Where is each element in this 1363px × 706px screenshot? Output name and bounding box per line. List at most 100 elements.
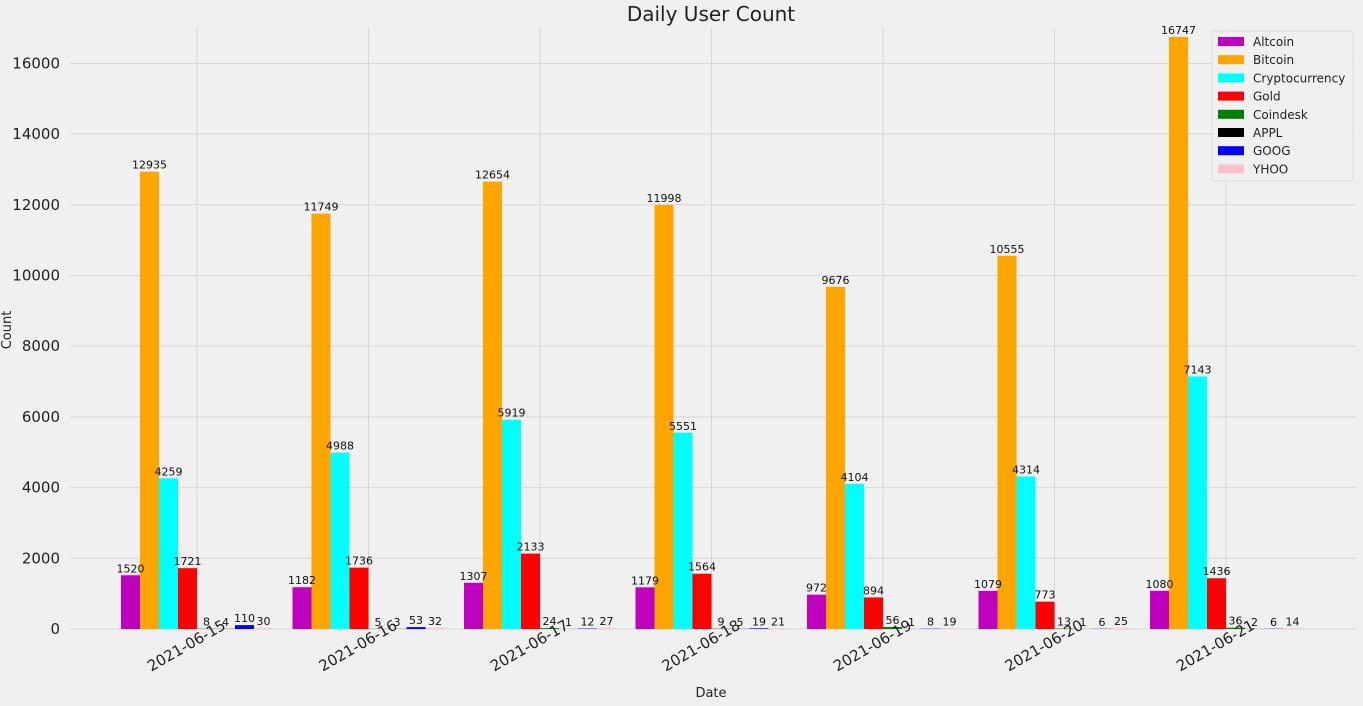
legend-label-altcoin: Altcoin	[1253, 35, 1294, 49]
bar-value-label: 4314	[1012, 463, 1040, 476]
bar-bitcoin	[140, 171, 159, 629]
legend-label-bitcoin: Bitcoin	[1253, 53, 1294, 67]
legend-box	[1211, 30, 1354, 182]
legend-label-appl: APPL	[1253, 126, 1283, 140]
legend-swatch-altcoin	[1218, 37, 1244, 46]
bar-value-label: 1307	[460, 570, 488, 583]
bar-yhoo	[425, 627, 445, 629]
bar-value-label: 4	[222, 616, 229, 629]
bar-cryptocurrency	[502, 419, 521, 629]
bar-altcoin	[807, 594, 826, 629]
bar-value-label: 2	[1251, 616, 1258, 629]
bar-coindesk	[1226, 627, 1245, 629]
bar-bitcoin	[483, 181, 502, 630]
bar-value-label: 30	[257, 615, 271, 628]
bar-value-label: 11749	[304, 201, 339, 214]
bar-cryptocurrency	[330, 452, 350, 629]
bar-value-label: 4988	[326, 440, 354, 453]
bar-goog	[749, 628, 769, 629]
grid	[70, 28, 1355, 630]
y-tick-label: 10000	[12, 266, 60, 284]
legend-label-gold: Gold	[1253, 90, 1281, 104]
bar-value-label: 32	[428, 615, 442, 628]
bar-yhoo	[254, 627, 273, 629]
legend-swatch-yhoo	[1218, 164, 1244, 174]
bar-value-label: 12654	[475, 169, 510, 182]
bar-bitcoin	[654, 204, 674, 629]
legend-swatch-goog	[1218, 146, 1244, 156]
bar-value-label: 53	[409, 614, 423, 627]
bar-bitcoin	[1169, 36, 1188, 630]
bar-goog	[406, 627, 426, 629]
bar-value-label: 110	[234, 612, 255, 625]
legend-label-goog: GOOG	[1253, 144, 1291, 158]
bar-value-label: 1	[908, 616, 915, 629]
y-tick-label: 12000	[12, 196, 60, 214]
bar-value-label: 4104	[841, 471, 869, 484]
bar-value-label: 2133	[517, 541, 545, 554]
bar-value-label: 8	[927, 616, 934, 629]
bar-cryptocurrency	[1016, 476, 1036, 629]
bar-altcoin	[292, 587, 312, 629]
legend-swatch-gold	[1218, 91, 1244, 101]
bar-value-label: 6	[1270, 616, 1277, 629]
legend-swatch-bitcoin	[1218, 55, 1244, 65]
bar-value-label: 1721	[174, 555, 202, 568]
bar-altcoin	[1150, 590, 1169, 629]
bar-value-label: 12935	[132, 159, 167, 172]
bar-coindesk	[883, 627, 902, 629]
bar-altcoin	[978, 590, 998, 629]
y-tick-label: 2000	[22, 549, 60, 567]
bar-value-label: 1079	[974, 578, 1002, 591]
legend-swatch-coindesk	[1218, 109, 1244, 119]
y-tick-label: 0	[50, 620, 60, 638]
y-tick-label: 4000	[22, 479, 60, 497]
bar-gold	[1035, 601, 1055, 629]
bar-value-label: 11998	[647, 192, 682, 205]
bar-value-label: 16747	[1161, 24, 1196, 37]
bar-value-label: 13	[1057, 616, 1071, 629]
bar-gold	[692, 573, 712, 629]
bar-value-label: 9676	[822, 274, 850, 287]
bar-value-label: 36	[1229, 615, 1243, 628]
bar-value-label: 1520	[117, 562, 145, 575]
bar-cryptocurrency	[159, 478, 178, 629]
bar-value-label: 5551	[669, 420, 697, 433]
bar-value-label: 56	[886, 614, 900, 627]
bar-gold	[1207, 578, 1226, 629]
bar-value-label: 6	[1099, 616, 1106, 629]
bar-value-label: 3	[394, 616, 401, 629]
bar-goog	[235, 625, 254, 629]
bar-value-label: 1564	[688, 561, 716, 574]
bar-value-label: 1736	[345, 555, 373, 568]
bar-cryptocurrency	[845, 483, 864, 629]
bar-cryptocurrency	[673, 432, 693, 629]
bar-value-label: 10555	[990, 243, 1025, 256]
y-tick-label: 14000	[12, 125, 60, 143]
bar-value-label: 5	[375, 616, 382, 629]
bar-value-label: 1080	[1146, 578, 1174, 591]
bar-value-label: 1	[565, 616, 572, 629]
bars	[121, 36, 1302, 630]
bar-value-label: 1	[1080, 616, 1087, 629]
bar-value-label: 25	[1114, 615, 1128, 628]
bar-value-label: 19	[943, 615, 957, 628]
bar-yhoo	[768, 628, 788, 629]
bar-value-label: 7143	[1184, 363, 1212, 376]
bar-yhoo	[1111, 628, 1131, 629]
bar-bitcoin	[826, 286, 845, 629]
bar-cryptocurrency	[1188, 376, 1207, 629]
bar-value-label: 1436	[1203, 565, 1231, 578]
bar-gold	[864, 597, 883, 629]
bar-value-label: 27	[600, 615, 614, 628]
bar-value-label: 19	[752, 615, 766, 628]
legend: Altcoin Bitcoin Cryptocurrency Gold Coindesk…	[1211, 30, 1354, 182]
bar-value-label: 773	[1035, 589, 1056, 602]
legend-swatch-cryptocurrency	[1218, 73, 1244, 83]
y-axis-label: Count	[0, 311, 15, 350]
bar-value-label: 4259	[155, 465, 183, 478]
bar-value-label: 14	[1286, 616, 1300, 629]
bar-value-label: 5919	[498, 407, 526, 420]
